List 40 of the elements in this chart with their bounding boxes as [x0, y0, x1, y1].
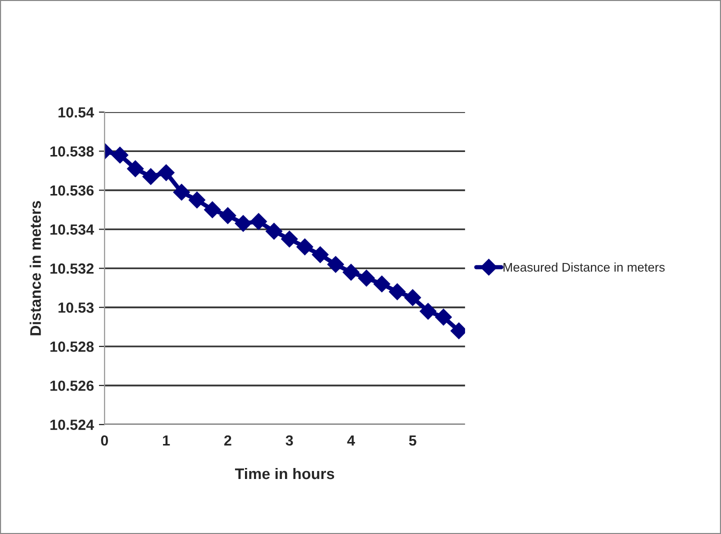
point — [112, 146, 128, 164]
x-tick-label: 4 — [347, 435, 356, 446]
y-tick-label: 10.536 — [50, 185, 94, 196]
point — [173, 184, 190, 201]
point — [312, 246, 329, 264]
point — [373, 276, 390, 292]
x-tick-label: 2 — [224, 435, 232, 446]
point — [204, 201, 221, 218]
point — [266, 222, 282, 240]
y-tick-label: 10.53 — [58, 302, 94, 313]
point — [219, 207, 236, 224]
point — [342, 264, 360, 281]
y-tick-label: 10.528 — [50, 342, 94, 352]
x-tick-label: 1 — [163, 435, 170, 446]
x-tick-label: 3 — [286, 435, 293, 446]
x-axis-title: Time in hours — [235, 468, 334, 480]
legend-label: Measured Distance in meters — [504, 262, 665, 272]
point — [250, 213, 267, 230]
point — [126, 160, 144, 178]
point — [435, 308, 452, 326]
y-tick-label: 10.538 — [50, 146, 94, 157]
point — [388, 283, 406, 300]
y-tick-label: 10.526 — [50, 380, 94, 391]
x-tick-label: 0 — [101, 435, 108, 446]
y-tick-label: 10.524 — [50, 420, 94, 430]
x-tick-label: 5 — [409, 435, 416, 446]
point — [420, 302, 436, 320]
point — [142, 168, 160, 185]
point — [327, 256, 344, 273]
y-axis-title: Distance in meters — [30, 201, 41, 336]
point — [281, 230, 298, 248]
point — [404, 289, 422, 306]
point — [158, 164, 175, 182]
point — [296, 238, 314, 256]
point — [234, 215, 252, 232]
y-tick-label: 10.532 — [50, 263, 94, 274]
point — [358, 270, 375, 286]
y-tick-label: 10.534 — [50, 224, 94, 235]
point — [188, 192, 206, 208]
y-tick-label: 10.54 — [58, 107, 94, 118]
